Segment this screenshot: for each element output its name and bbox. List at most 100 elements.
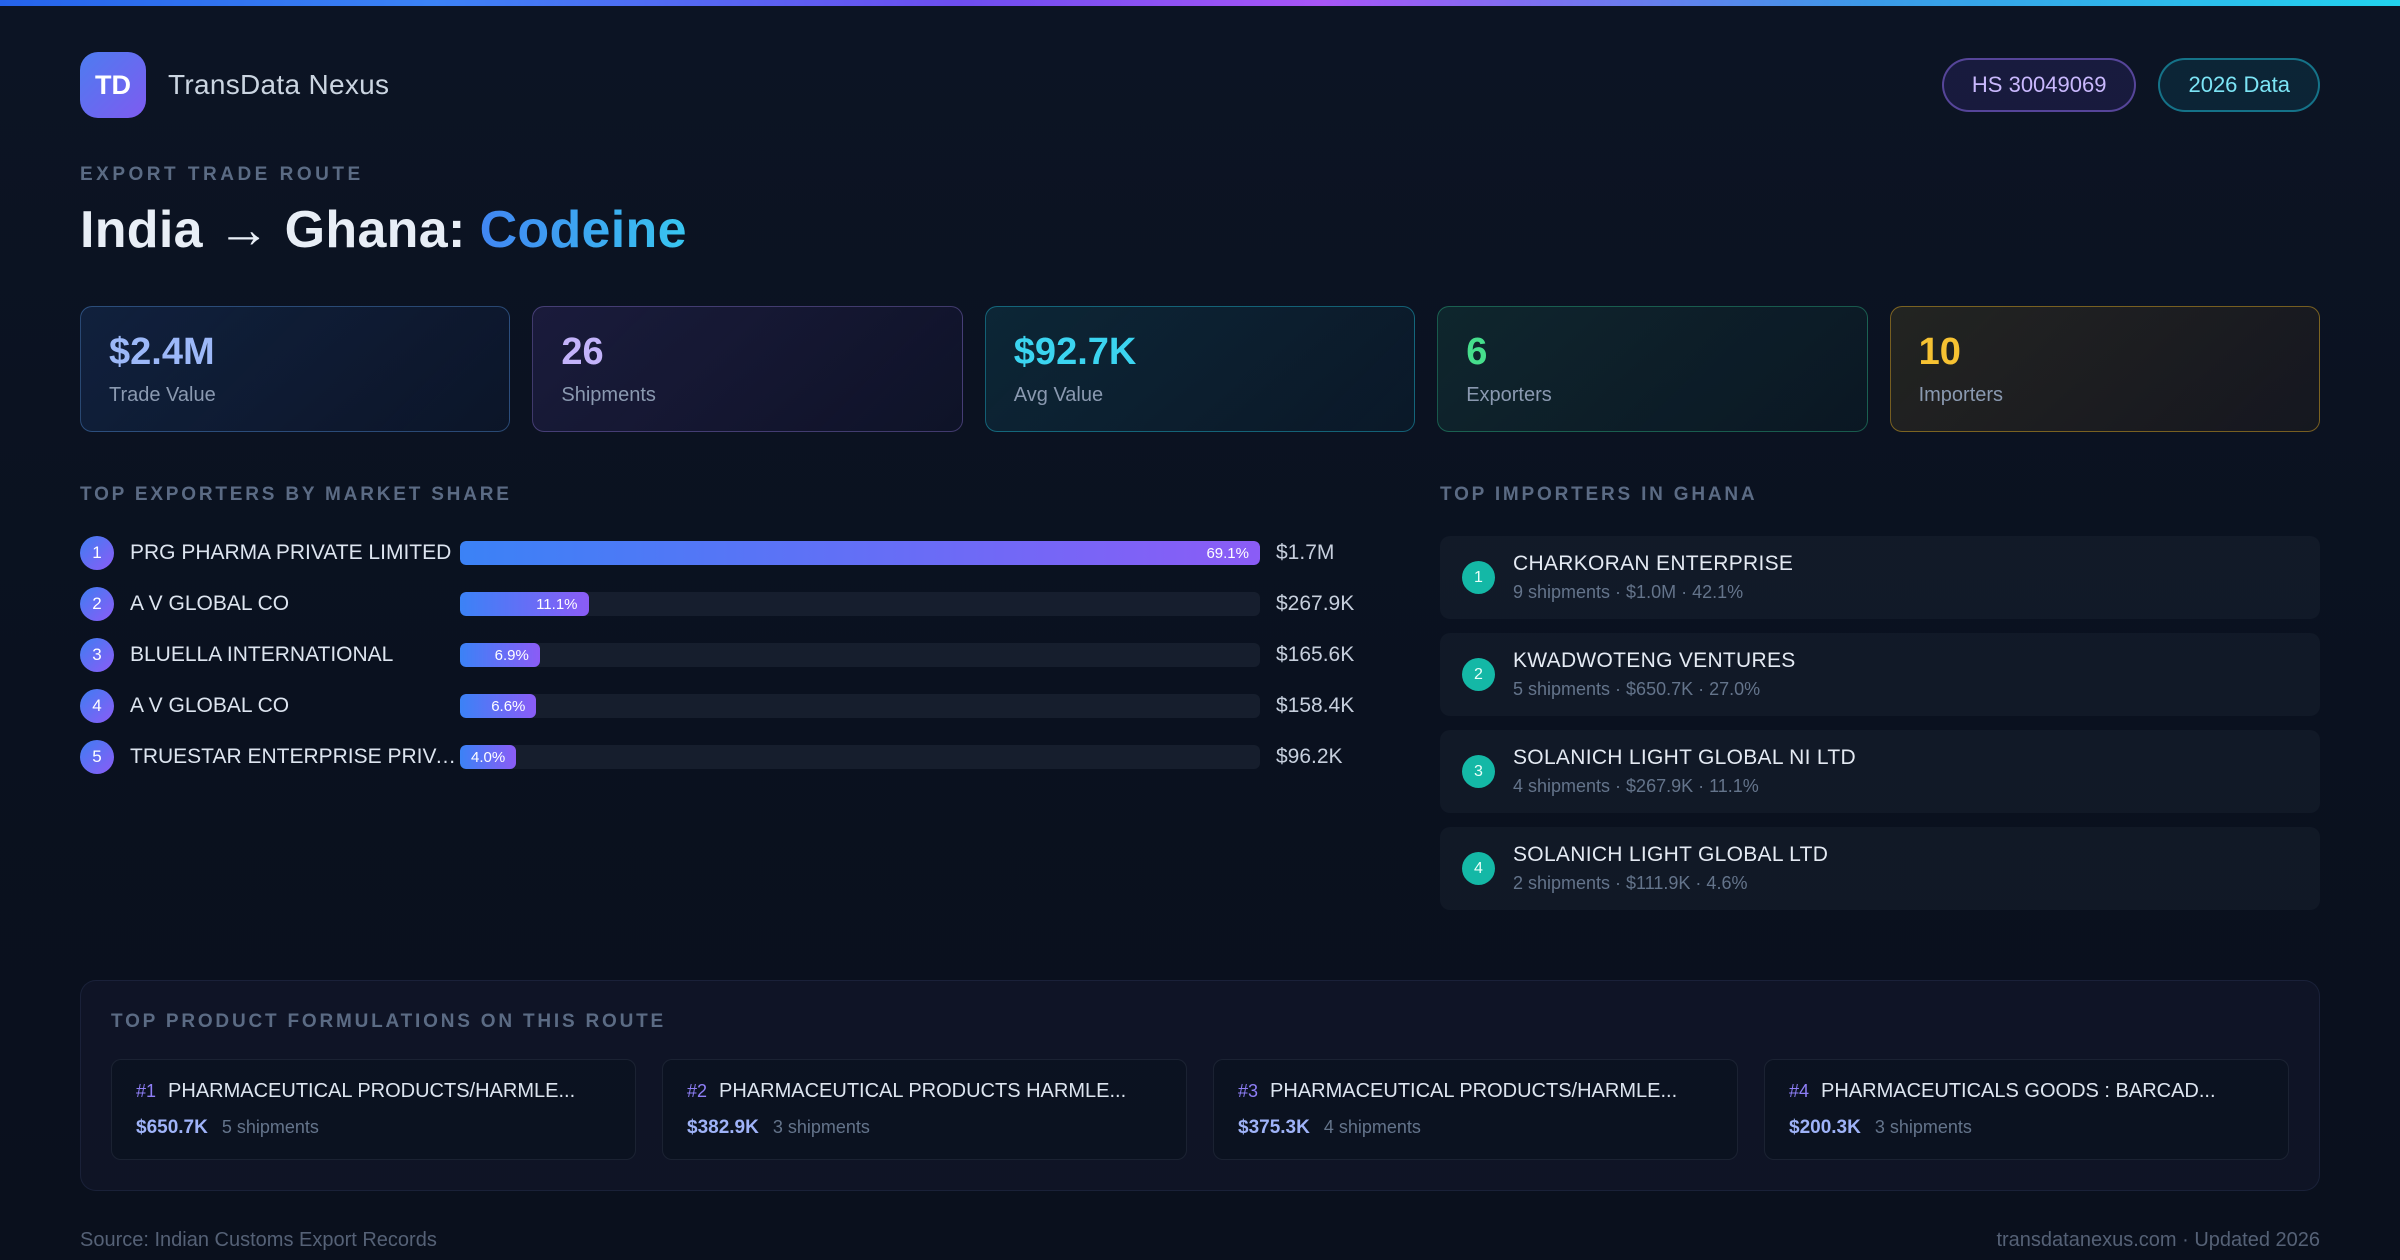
- product-bottom: $375.3K 4 shipments: [1238, 1117, 1713, 1139]
- exporter-row[interactable]: 2 A V GLOBAL CO 11.1% $267.9K: [80, 587, 1376, 621]
- exporter-rank-badge: 4: [80, 689, 114, 723]
- product-shipments: 3 shipments: [1875, 1117, 1972, 1138]
- stat-value: 26: [561, 331, 933, 374]
- importer-rank-badge: 4: [1462, 852, 1495, 885]
- product-value: $200.3K: [1789, 1117, 1861, 1139]
- stat-label: Exporters: [1466, 384, 1838, 407]
- product-value: $650.7K: [136, 1117, 208, 1139]
- main-content: TOP EXPORTERS BY MARKET SHARE 1 PRG PHAR…: [80, 484, 2320, 924]
- exporter-row[interactable]: 5 TRUESTAR ENTERPRISE PRIVAT... 4.0% $96…: [80, 740, 1376, 774]
- product-card[interactable]: #1 PHARMACEUTICAL PRODUCTS/HARMLE... $65…: [111, 1059, 636, 1160]
- page-title: India → Ghana:Codeine: [80, 200, 2320, 260]
- product-value: $382.9K: [687, 1117, 759, 1139]
- importer-row[interactable]: 3 SOLANICH LIGHT GLOBAL NI LTD 4 shipmen…: [1440, 730, 2320, 813]
- product-rank: #3: [1238, 1081, 1258, 1102]
- market-share-percent: 11.1%: [536, 596, 577, 613]
- product-name: PHARMACEUTICAL PRODUCTS HARMLE...: [719, 1080, 1126, 1103]
- app-logo-initials: TD: [95, 70, 131, 101]
- stat-label: Shipments: [561, 384, 933, 407]
- footer-site: transdatanexus.com · Updated 2026: [1996, 1229, 2320, 1252]
- products-grid: #1 PHARMACEUTICAL PRODUCTS/HARMLE... $65…: [111, 1059, 2289, 1160]
- product-rank: #4: [1789, 1081, 1809, 1102]
- product-rank: #2: [687, 1081, 707, 1102]
- importers-section: TOP IMPORTERS IN GHANA 1 CHARKORAN ENTER…: [1440, 484, 2320, 924]
- product-card[interactable]: #3 PHARMACEUTICAL PRODUCTS/HARMLE... $37…: [1213, 1059, 1738, 1160]
- app-name: TransData Nexus: [168, 69, 389, 101]
- market-share-bar-fill: 11.1%: [460, 592, 589, 616]
- page-footer: Source: Indian Customs Export Records tr…: [80, 1229, 2320, 1252]
- importer-row[interactable]: 4 SOLANICH LIGHT GLOBAL LTD 2 shipments …: [1440, 827, 2320, 910]
- product-name: PHARMACEUTICAL PRODUCTS/HARMLE...: [168, 1080, 575, 1103]
- product-bottom: $650.7K 5 shipments: [136, 1117, 611, 1139]
- product-shipments: 4 shipments: [1324, 1117, 1421, 1138]
- exporter-value: $1.7M: [1276, 541, 1376, 565]
- importer-name: SOLANICH LIGHT GLOBAL NI LTD: [1513, 746, 1856, 770]
- market-share-bar-fill: 6.6%: [460, 694, 536, 718]
- market-share-percent: 6.6%: [491, 698, 525, 715]
- stat-card-avg-value: $92.7K Avg Value: [985, 306, 1415, 432]
- product-name: PHARMACEUTICAL PRODUCTS/HARMLE...: [1270, 1080, 1677, 1103]
- importer-row[interactable]: 1 CHARKORAN ENTERPRISE 9 shipments · $1.…: [1440, 536, 2320, 619]
- exporter-rank-badge: 5: [80, 740, 114, 774]
- product-shipments: 5 shipments: [222, 1117, 319, 1138]
- hs-code-badge[interactable]: HS 30049069: [1942, 58, 2137, 112]
- exporter-name: BLUELLA INTERNATIONAL: [130, 643, 460, 667]
- exporter-name: PRG PHARMA PRIVATE LIMITED: [130, 541, 460, 565]
- stat-value: $92.7K: [1014, 331, 1386, 374]
- importer-row[interactable]: 2 KWADWOTENG VENTURES 5 shipments · $650…: [1440, 633, 2320, 716]
- page-title-route: India → Ghana:: [80, 201, 466, 259]
- importer-meta: 9 shipments · $1.0M · 42.1%: [1513, 582, 1793, 603]
- importer-info: SOLANICH LIGHT GLOBAL LTD 2 shipments · …: [1513, 843, 1828, 894]
- product-name: PHARMACEUTICALS GOODS : BARCAD...: [1821, 1080, 2216, 1103]
- page-container: TD TransData Nexus HS 30049069 2026 Data…: [0, 6, 2400, 1252]
- data-year-badge[interactable]: 2026 Data: [2158, 58, 2320, 112]
- exporter-name: A V GLOBAL CO: [130, 592, 460, 616]
- route-eyebrow: EXPORT TRADE ROUTE: [80, 164, 2320, 186]
- market-share-percent: 6.9%: [495, 647, 529, 664]
- product-card[interactable]: #4 PHARMACEUTICALS GOODS : BARCAD... $20…: [1764, 1059, 2289, 1160]
- stat-label: Avg Value: [1014, 384, 1386, 407]
- stat-value: 10: [1919, 331, 2291, 374]
- market-share-bar-fill: 6.9%: [460, 643, 540, 667]
- importer-info: SOLANICH LIGHT GLOBAL NI LTD 4 shipments…: [1513, 746, 1856, 797]
- exporters-section: TOP EXPORTERS BY MARKET SHARE 1 PRG PHAR…: [80, 484, 1376, 791]
- exporters-heading: TOP EXPORTERS BY MARKET SHARE: [80, 484, 1376, 506]
- stats-row: $2.4M Trade Value 26 Shipments $92.7K Av…: [80, 306, 2320, 432]
- exporter-rank-badge: 2: [80, 587, 114, 621]
- product-top: #2 PHARMACEUTICAL PRODUCTS HARMLE...: [687, 1080, 1162, 1103]
- app-header: TD TransData Nexus HS 30049069 2026 Data: [80, 52, 2320, 118]
- market-share-percent: 4.0%: [471, 749, 505, 766]
- market-share-bar-track: 11.1%: [460, 592, 1260, 616]
- exporter-value: $165.6K: [1276, 643, 1376, 667]
- exporter-row[interactable]: 1 PRG PHARMA PRIVATE LIMITED 69.1% $1.7M: [80, 536, 1376, 570]
- importer-meta: 5 shipments · $650.7K · 27.0%: [1513, 679, 1796, 700]
- exporter-name: TRUESTAR ENTERPRISE PRIVAT...: [130, 745, 460, 769]
- exporter-value: $96.2K: [1276, 745, 1376, 769]
- importer-name: CHARKORAN ENTERPRISE: [1513, 552, 1793, 576]
- stat-value: 6: [1466, 331, 1838, 374]
- page-title-product: Codeine: [480, 201, 687, 259]
- product-top: #1 PHARMACEUTICAL PRODUCTS/HARMLE...: [136, 1080, 611, 1103]
- stat-card-exporters: 6 Exporters: [1437, 306, 1867, 432]
- importer-meta: 2 shipments · $111.9K · 4.6%: [1513, 873, 1828, 894]
- stat-card-trade-value: $2.4M Trade Value: [80, 306, 510, 432]
- exporter-row[interactable]: 4 A V GLOBAL CO 6.6% $158.4K: [80, 689, 1376, 723]
- exporter-row[interactable]: 3 BLUELLA INTERNATIONAL 6.9% $165.6K: [80, 638, 1376, 672]
- importer-info: CHARKORAN ENTERPRISE 9 shipments · $1.0M…: [1513, 552, 1793, 603]
- importers-list: 1 CHARKORAN ENTERPRISE 9 shipments · $1.…: [1440, 536, 2320, 910]
- app-logo: TD: [80, 52, 146, 118]
- product-shipments: 3 shipments: [773, 1117, 870, 1138]
- product-card[interactable]: #2 PHARMACEUTICAL PRODUCTS HARMLE... $38…: [662, 1059, 1187, 1160]
- exporter-value: $267.9K: [1276, 592, 1376, 616]
- importer-info: KWADWOTENG VENTURES 5 shipments · $650.7…: [1513, 649, 1796, 700]
- importer-meta: 4 shipments · $267.9K · 11.1%: [1513, 776, 1856, 797]
- footer-source: Source: Indian Customs Export Records: [80, 1229, 437, 1252]
- products-panel: TOP PRODUCT FORMULATIONS ON THIS ROUTE #…: [80, 980, 2320, 1191]
- stat-card-shipments: 26 Shipments: [532, 306, 962, 432]
- importers-heading: TOP IMPORTERS IN GHANA: [1440, 484, 2320, 506]
- importer-name: KWADWOTENG VENTURES: [1513, 649, 1796, 673]
- product-top: #4 PHARMACEUTICALS GOODS : BARCAD...: [1789, 1080, 2264, 1103]
- importer-name: SOLANICH LIGHT GLOBAL LTD: [1513, 843, 1828, 867]
- products-heading: TOP PRODUCT FORMULATIONS ON THIS ROUTE: [111, 1011, 2289, 1033]
- market-share-bar-fill: 69.1%: [460, 541, 1260, 565]
